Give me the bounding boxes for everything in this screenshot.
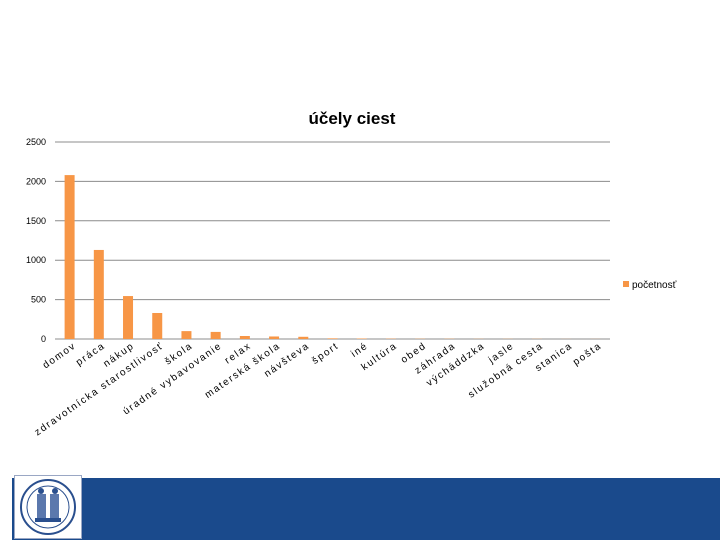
x-tick-label: iné [349,340,370,359]
y-tick-label: 2500 [26,137,46,147]
y-axis-ticks: 0 500 1000 1500 2000 2500 [26,137,46,344]
x-tick-label: šport [310,340,341,366]
bar-9 [328,338,338,339]
bar-6 [240,336,250,339]
bar-1 [94,250,104,339]
y-tick-label: 1500 [26,216,46,226]
legend: početnosť [623,280,677,291]
bar-chart: účely ciest 0 500 1000 1500 2000 2500 domovpr… [0,0,720,470]
x-tick-label: práca [74,340,107,368]
bar-4 [181,331,191,339]
bar-2 [123,296,133,339]
y-tick-label: 500 [31,295,46,305]
bar-5 [211,332,221,339]
footer-stripe [0,478,12,540]
university-seal-icon [15,476,81,538]
y-tick-label: 0 [41,334,46,344]
x-tick-label: pošta [571,340,604,368]
x-tick-label: domov [41,340,78,371]
bar-0 [65,175,75,339]
legend-label: početnosť [632,280,677,291]
bar-series [65,175,601,339]
bar-3 [152,313,162,339]
bar-8 [298,337,308,339]
chart-title: účely ciest [309,109,396,128]
bar-7 [269,336,279,339]
y-tick-label: 1000 [26,255,46,265]
university-logo [14,475,82,539]
y-tick-label: 2000 [26,176,46,186]
footer-band [0,478,720,540]
gridlines [55,142,610,339]
legend-swatch [623,281,629,287]
